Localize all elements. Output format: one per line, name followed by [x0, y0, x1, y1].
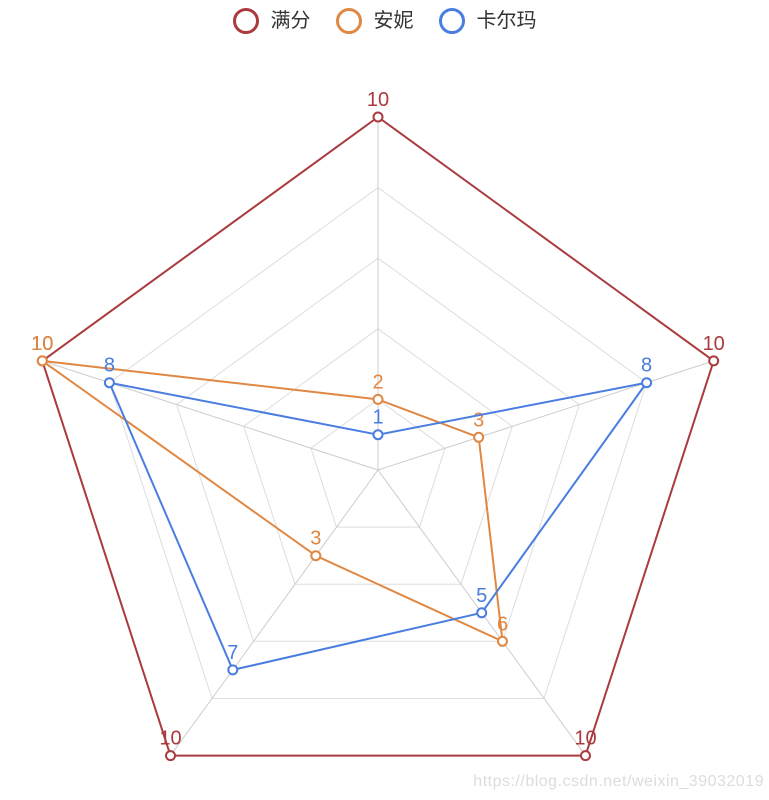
- legend-item-annie[interactable]: 安妮: [335, 8, 414, 34]
- legend: 满分 安妮 卡尔玛: [0, 8, 769, 34]
- data-point[interactable]: [227, 664, 239, 676]
- data-label: 7: [227, 642, 238, 664]
- watermark: https://blog.csdn.net/weixin_39032019: [473, 773, 764, 790]
- legend-circle-icon: [438, 8, 465, 34]
- data-point[interactable]: [372, 111, 384, 123]
- data-label: 2: [372, 371, 383, 393]
- data-point[interactable]: [372, 429, 384, 441]
- series-line: [41, 359, 504, 643]
- data-point[interactable]: [476, 607, 488, 619]
- data-label: 10: [574, 728, 596, 750]
- data-point[interactable]: [641, 377, 653, 389]
- legend-circle-icon: [335, 8, 362, 34]
- data-point[interactable]: [310, 550, 322, 562]
- data-label: 10: [367, 89, 389, 111]
- data-label: 10: [31, 333, 53, 355]
- data-label: 5: [476, 585, 487, 607]
- data-label: 8: [641, 355, 652, 377]
- legend-item-label: 满分: [270, 10, 311, 32]
- series-line: [41, 116, 715, 757]
- data-label: 10: [31, 333, 53, 355]
- axis-line: [42, 360, 379, 471]
- data-label: 10: [159, 728, 181, 750]
- legend-item-label: 安妮: [373, 10, 414, 32]
- data-point[interactable]: [708, 355, 720, 367]
- data-point[interactable]: [372, 393, 384, 405]
- data-label: 3: [310, 528, 321, 550]
- grid-ring: [108, 186, 648, 699]
- series-line: [108, 381, 648, 671]
- data-point[interactable]: [36, 355, 48, 367]
- data-label: 8: [104, 355, 115, 377]
- axis-line: [377, 360, 714, 471]
- data-point[interactable]: [473, 431, 485, 443]
- data-label: 6: [497, 613, 508, 635]
- data-point[interactable]: [165, 750, 176, 762]
- data-point[interactable]: [103, 377, 115, 389]
- data-label: 3: [473, 409, 484, 431]
- data-label: 1: [372, 407, 383, 429]
- grid-ring: [310, 398, 446, 528]
- legend-item-full-score[interactable]: 满分: [232, 8, 311, 34]
- axis-line: [170, 469, 379, 756]
- legend-item-label: 卡尔玛: [476, 10, 537, 32]
- data-label: 10: [703, 333, 725, 355]
- data-point[interactable]: [580, 750, 591, 762]
- legend-circle-icon: [232, 8, 259, 34]
- data-point[interactable]: [497, 635, 508, 647]
- legend-item-karma[interactable]: 卡尔玛: [438, 8, 537, 34]
